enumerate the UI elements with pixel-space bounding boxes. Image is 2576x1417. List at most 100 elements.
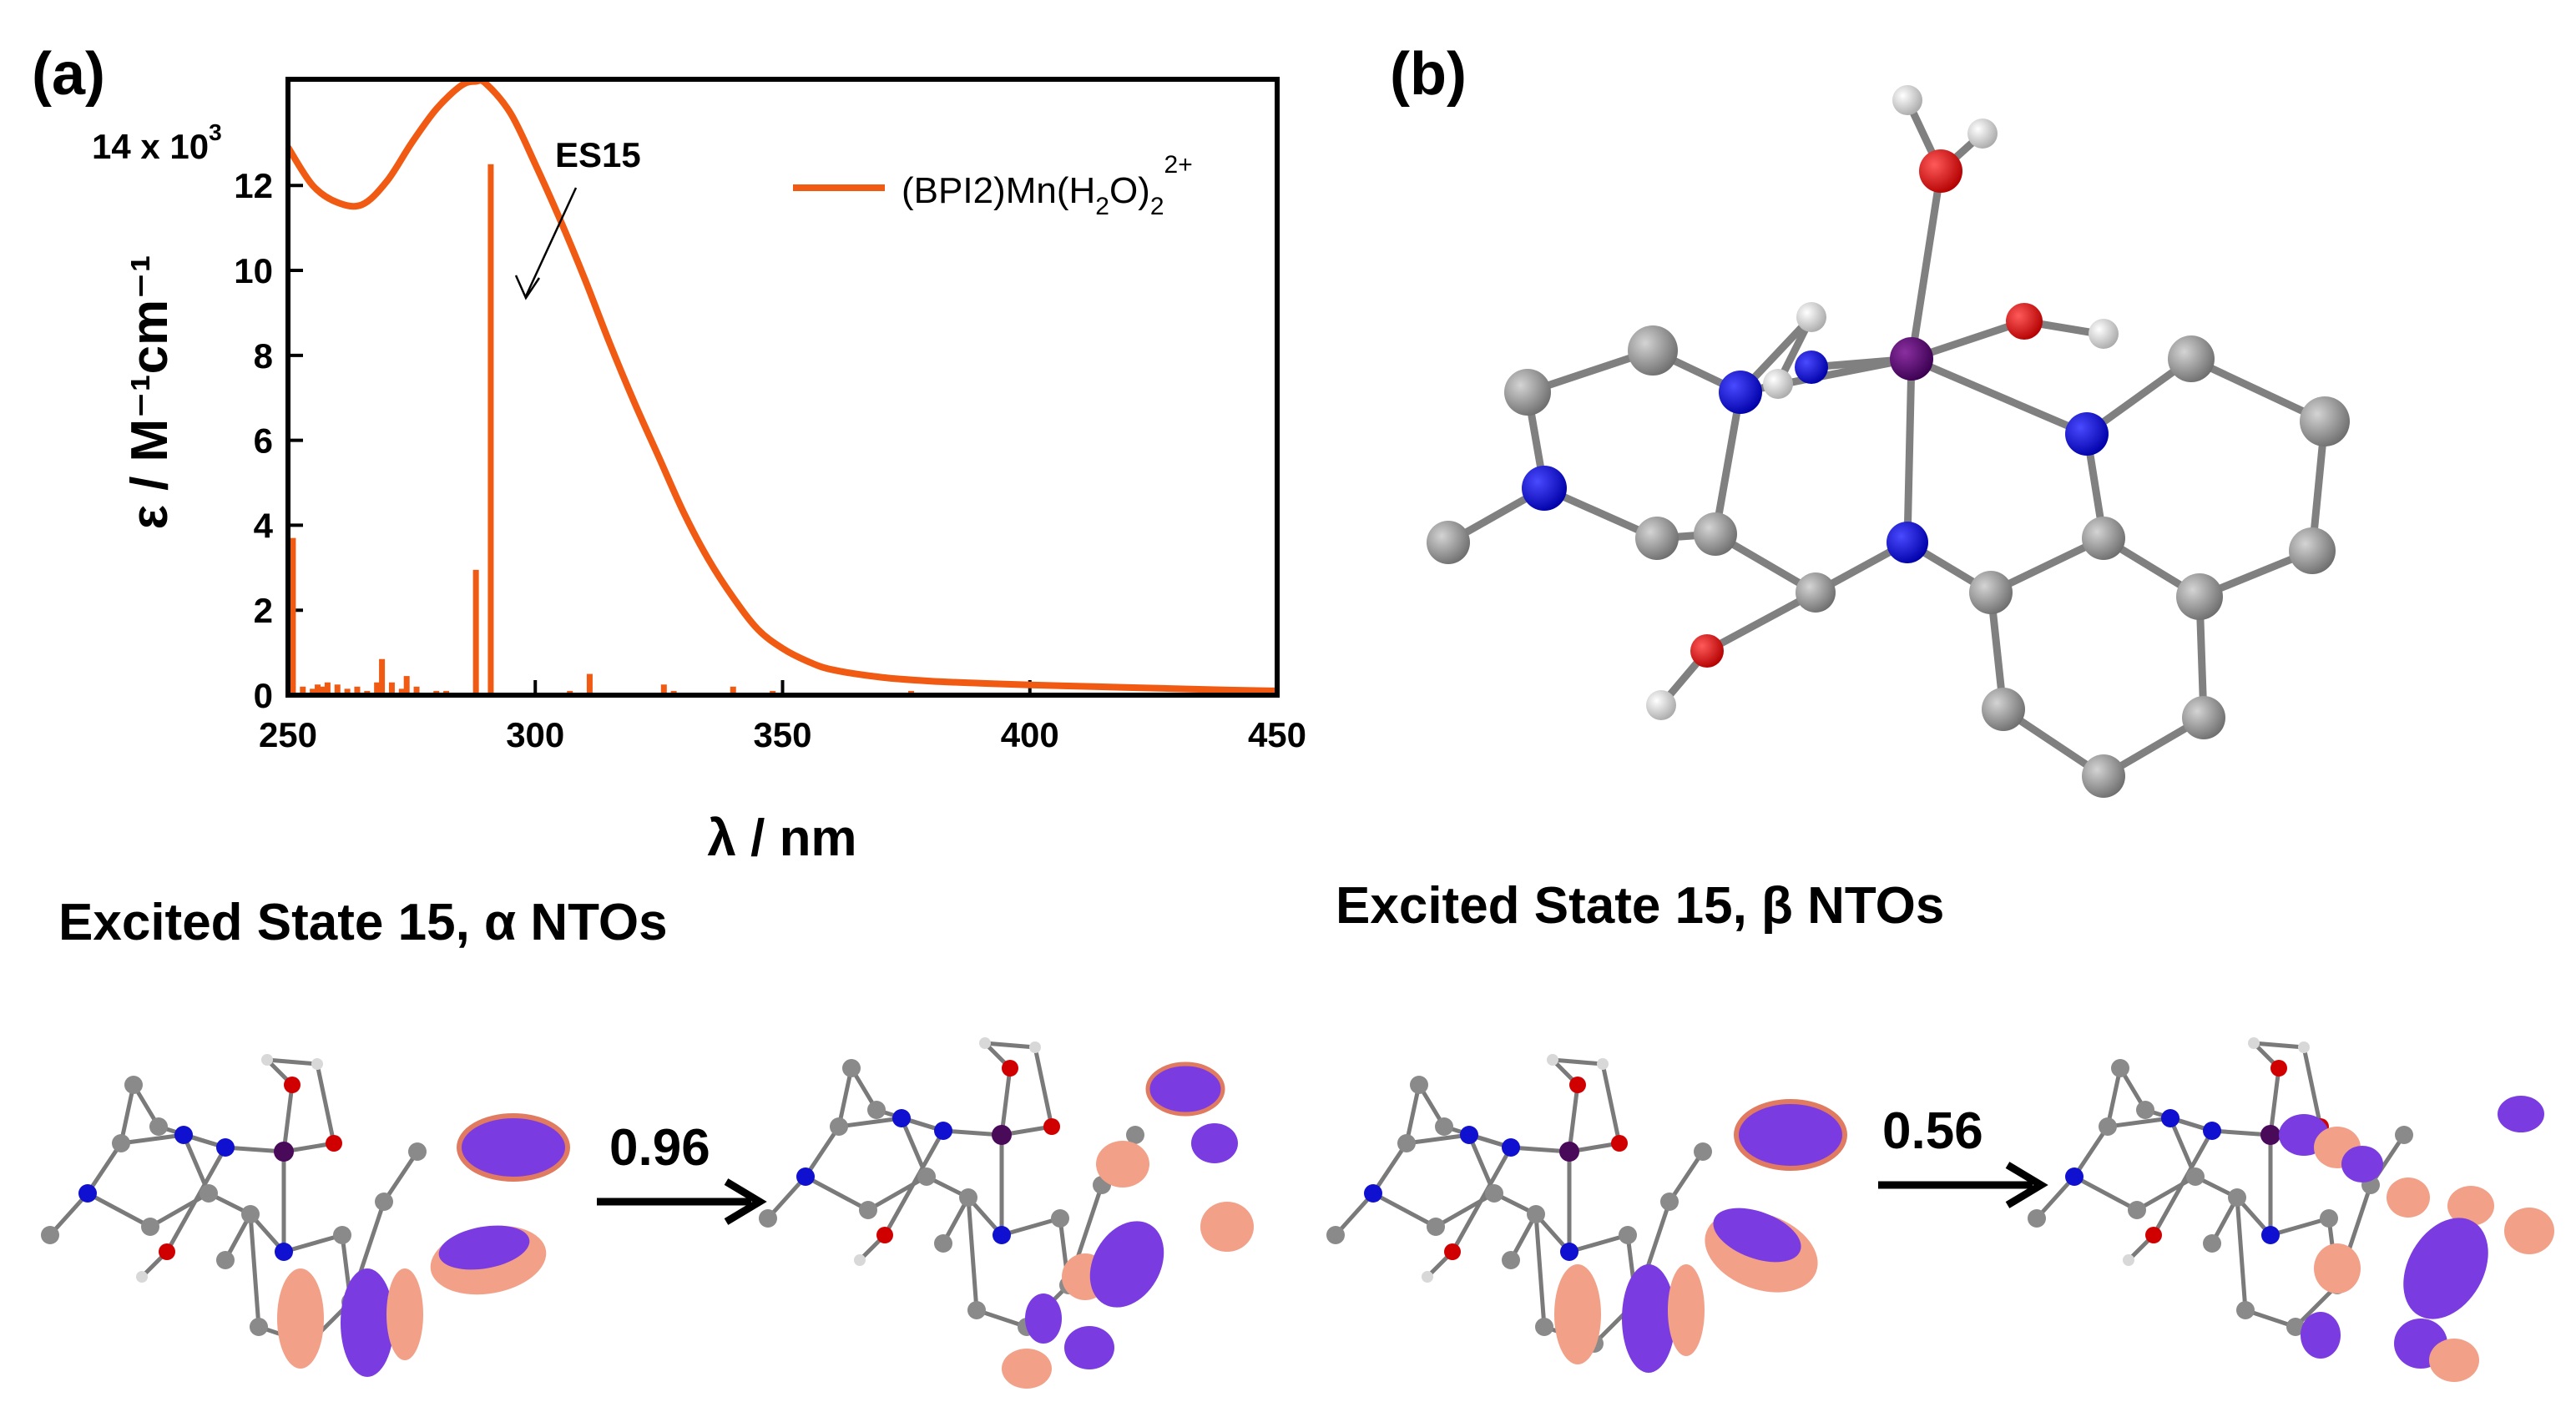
atom: [333, 1226, 351, 1244]
atom: [274, 1142, 294, 1162]
absorption-spectrum-chart: 14 x 103 ε / M⁻¹cm⁻¹ λ / nm 0 2 4 6 8 10 12 25…: [92, 77, 1306, 867]
panel-b-label: (b): [1390, 41, 1467, 108]
beta-nto-title: Excited State 15, β NTOs: [1336, 877, 1945, 935]
orbital-lobes: [2279, 1096, 2554, 1382]
x-tick-label: 450: [1248, 715, 1306, 754]
atom: [311, 1058, 323, 1070]
bond: [1371, 1142, 1409, 1195]
spectrum-line: [285, 77, 1278, 694]
atom: [112, 1134, 130, 1152]
atom: [284, 1077, 301, 1093]
atom: [917, 1167, 936, 1186]
oscillator-stick: [660, 684, 667, 695]
oscillator-stick: [586, 673, 593, 695]
atom: [1051, 1209, 1069, 1228]
bond: [1567, 1084, 1580, 1152]
y-multiplier-label: 14 x 103: [92, 119, 222, 166]
oscillator-stick: [730, 686, 736, 695]
atom: [149, 1117, 168, 1136]
atom: [993, 1226, 1011, 1244]
atom: [1694, 1142, 1712, 1161]
atom: [1410, 1076, 1428, 1094]
oscillator-stick: [344, 688, 351, 695]
alpha-particle-nto-image: [759, 1037, 1254, 1389]
y-tick-label: 8: [254, 336, 273, 376]
bond: [984, 1041, 1036, 1050]
atom: [1427, 1218, 1445, 1236]
oscillator-stick: [413, 686, 420, 695]
atom: [275, 1243, 293, 1261]
atom: [2203, 1234, 2221, 1253]
atom: [842, 1059, 861, 1077]
atom: [375, 1193, 393, 1211]
bond: [283, 1233, 343, 1254]
y-tick-label: 2: [254, 591, 273, 630]
y-axis-label: ε / M⁻¹cm⁻¹: [121, 255, 179, 529]
orbital-lobes: [1002, 1061, 1254, 1389]
oscillator-stick: [379, 658, 386, 695]
beta-nto-value: 0.56: [1882, 1102, 1983, 1160]
bond: [2301, 1046, 2323, 1127]
bond: [2105, 1067, 2123, 1127]
atom: [159, 1243, 175, 1260]
bond: [1600, 1063, 1622, 1144]
atom: [2065, 1167, 2084, 1186]
atom: [41, 1226, 59, 1244]
oscillator-stick: [403, 676, 410, 695]
oscillator-stick: [300, 686, 306, 695]
atom: [78, 1184, 97, 1203]
atom: [1619, 1226, 1637, 1244]
atom: [934, 1234, 952, 1253]
atom: [759, 1209, 777, 1228]
bond: [1406, 1132, 1470, 1146]
legend: (BPI2)Mn(H2O)22+: [793, 151, 1193, 220]
bond: [381, 1150, 420, 1203]
atom: [967, 1301, 986, 1319]
atom: [876, 1227, 893, 1243]
bond: [315, 1063, 336, 1144]
atom: [1002, 1060, 1018, 1077]
bond: [1667, 1150, 1705, 1203]
bond: [2035, 1175, 2076, 1220]
bond: [1033, 1046, 1054, 1127]
atom: [261, 1054, 273, 1066]
atom: [830, 1117, 848, 1136]
atom: [1527, 1205, 1545, 1223]
bond: [882, 1129, 946, 1237]
bond: [2151, 1129, 2215, 1237]
atom: [216, 1138, 235, 1157]
atom: [141, 1218, 159, 1236]
atom: [2395, 1126, 2413, 1144]
atom: [1560, 1243, 1578, 1261]
atom: [1422, 1271, 1433, 1283]
alpha-hole-nto-image: [41, 1054, 570, 1377]
atom: [1485, 1184, 1503, 1203]
atom: [2111, 1059, 2129, 1077]
atom: [979, 1037, 991, 1049]
panel-a-label: (a): [32, 41, 105, 108]
atom: [959, 1188, 977, 1207]
atom: [124, 1076, 143, 1094]
x-tick-label: 350: [753, 715, 811, 754]
bond: [266, 1057, 318, 1067]
bond: [119, 1084, 136, 1144]
atom: [796, 1167, 815, 1186]
bond: [866, 1174, 928, 1213]
bond: [1404, 1084, 1422, 1144]
alpha-nto-title: Excited State 15, α NTOs: [58, 894, 668, 951]
oscillator-stick: [290, 537, 296, 695]
bond: [804, 1174, 870, 1213]
atom: [1029, 1041, 1041, 1053]
bond: [2253, 1041, 2305, 1050]
x-ticks: 250 300 350 400 450: [259, 680, 1306, 754]
atom: [2260, 1125, 2281, 1145]
atom: [1043, 1118, 1060, 1135]
bond: [281, 1084, 295, 1152]
legend-label: (BPI2)Mn(H2O)22+: [902, 151, 1193, 220]
bond: [48, 1192, 89, 1237]
atom: [2145, 1227, 2162, 1243]
beta-particle-nto-image: [2028, 1037, 2554, 1382]
y-tick-label: 4: [254, 506, 274, 545]
atom: [1611, 1135, 1628, 1152]
bond: [836, 1067, 854, 1127]
